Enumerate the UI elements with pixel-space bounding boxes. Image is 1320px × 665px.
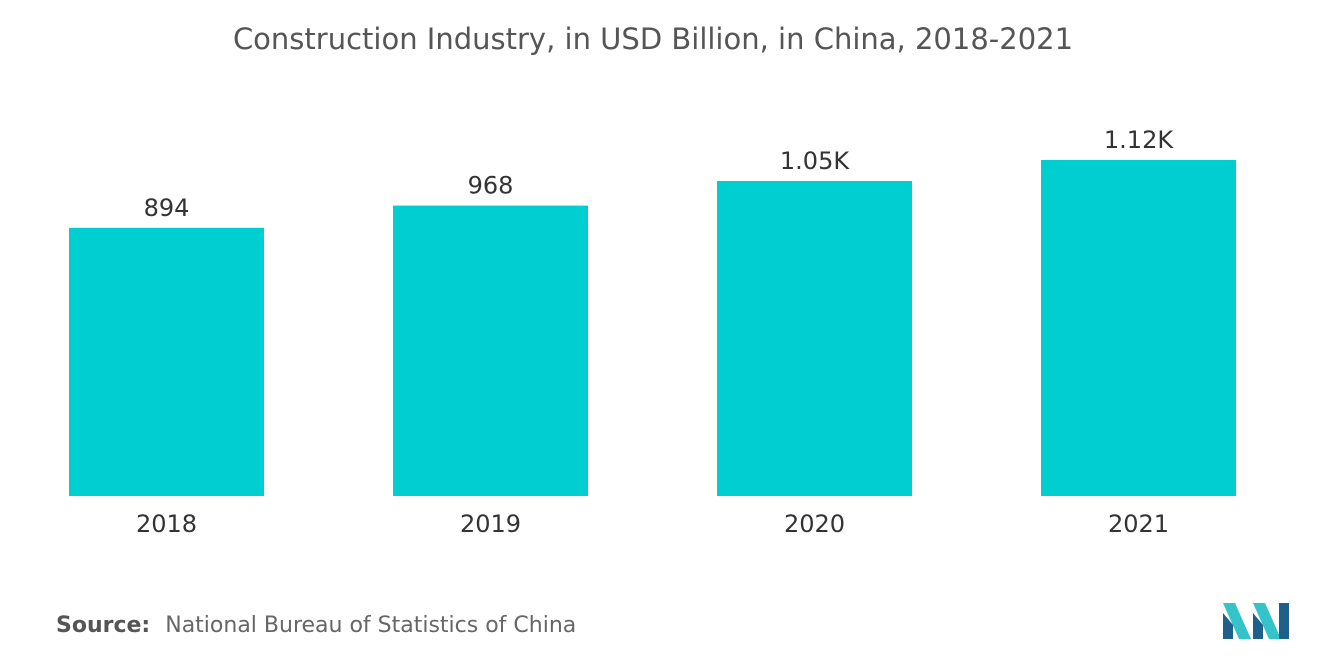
- category-label-2021: 2021: [1108, 510, 1169, 538]
- logo-left-bar: [1223, 613, 1233, 639]
- logo-mid-bar: [1253, 613, 1263, 639]
- bars-layer: [69, 160, 1236, 497]
- chart-title: Construction Industry, in USD Billion, i…: [232, 22, 1074, 56]
- logo-mid-shape: [1253, 603, 1281, 639]
- bar-chart: 894 968 1.05K 1.12K 2018 2019 2020 2021: [69, 126, 1236, 538]
- logo-left-shape: [1223, 603, 1251, 639]
- source-note: Source: National Bureau of Statistics of…: [56, 613, 576, 638]
- value-label-2018: 894: [144, 194, 190, 222]
- bar-2019: [393, 205, 588, 496]
- category-label-2019: 2019: [460, 510, 521, 538]
- source-label: Source:: [56, 613, 151, 638]
- source-text: National Bureau of Statistics of China: [165, 613, 577, 638]
- bar-2021: [1041, 160, 1236, 496]
- logo-right-bar: [1279, 603, 1289, 639]
- category-label-2018: 2018: [136, 510, 197, 538]
- bar-2018: [69, 227, 264, 497]
- mordor-intelligence-logo-icon: [1223, 603, 1289, 639]
- value-label-2019: 968: [468, 172, 514, 200]
- value-label-2021: 1.12K: [1104, 126, 1174, 154]
- category-labels-layer: 2018 2019 2020 2021: [136, 510, 1169, 538]
- bar-2020: [717, 181, 912, 496]
- category-label-2020: 2020: [784, 510, 845, 538]
- value-label-2020: 1.05K: [780, 147, 850, 175]
- value-labels-layer: 894 968 1.05K 1.12K: [144, 126, 1175, 222]
